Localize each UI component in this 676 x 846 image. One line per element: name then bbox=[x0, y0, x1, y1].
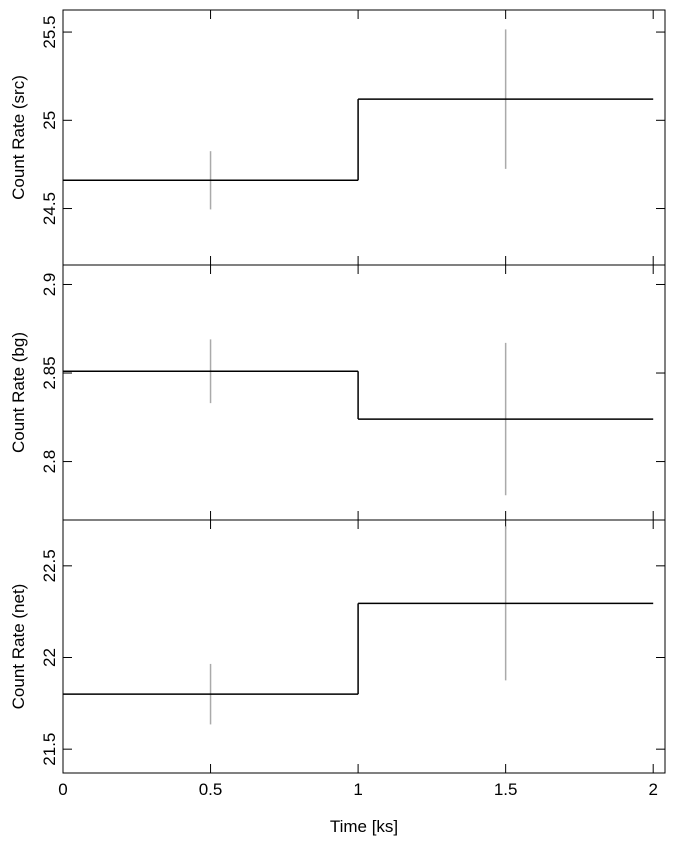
y-tick-label: 25.5 bbox=[40, 16, 59, 49]
y-tick-label: 22 bbox=[40, 648, 59, 667]
y-axis-label: Count Rate (src) bbox=[9, 75, 28, 200]
plot-frame bbox=[62, 519, 666, 774]
y-axis-label: Count Rate (bg) bbox=[9, 332, 28, 453]
plot-frame bbox=[62, 264, 666, 521]
x-axis-label: Time [ks] bbox=[330, 817, 398, 836]
y-tick-label: 21.5 bbox=[40, 733, 59, 766]
y-tick-label: 2.8 bbox=[40, 450, 59, 474]
y-axis-label: Count Rate (net) bbox=[9, 584, 28, 710]
y-tick-label: 24.5 bbox=[40, 192, 59, 225]
x-tick-label: 1.5 bbox=[494, 780, 518, 799]
x-tick-label: 2 bbox=[648, 780, 657, 799]
x-tick-label: 1 bbox=[353, 780, 362, 799]
y-tick-label: 2.9 bbox=[40, 273, 59, 297]
x-tick-label: 0.5 bbox=[199, 780, 223, 799]
y-tick-label: 22.5 bbox=[40, 549, 59, 582]
y-tick-label: 2.85 bbox=[40, 356, 59, 389]
y-tick-label: 25 bbox=[40, 111, 59, 130]
plot-frame bbox=[62, 9, 666, 266]
x-tick-label: 0 bbox=[58, 780, 67, 799]
